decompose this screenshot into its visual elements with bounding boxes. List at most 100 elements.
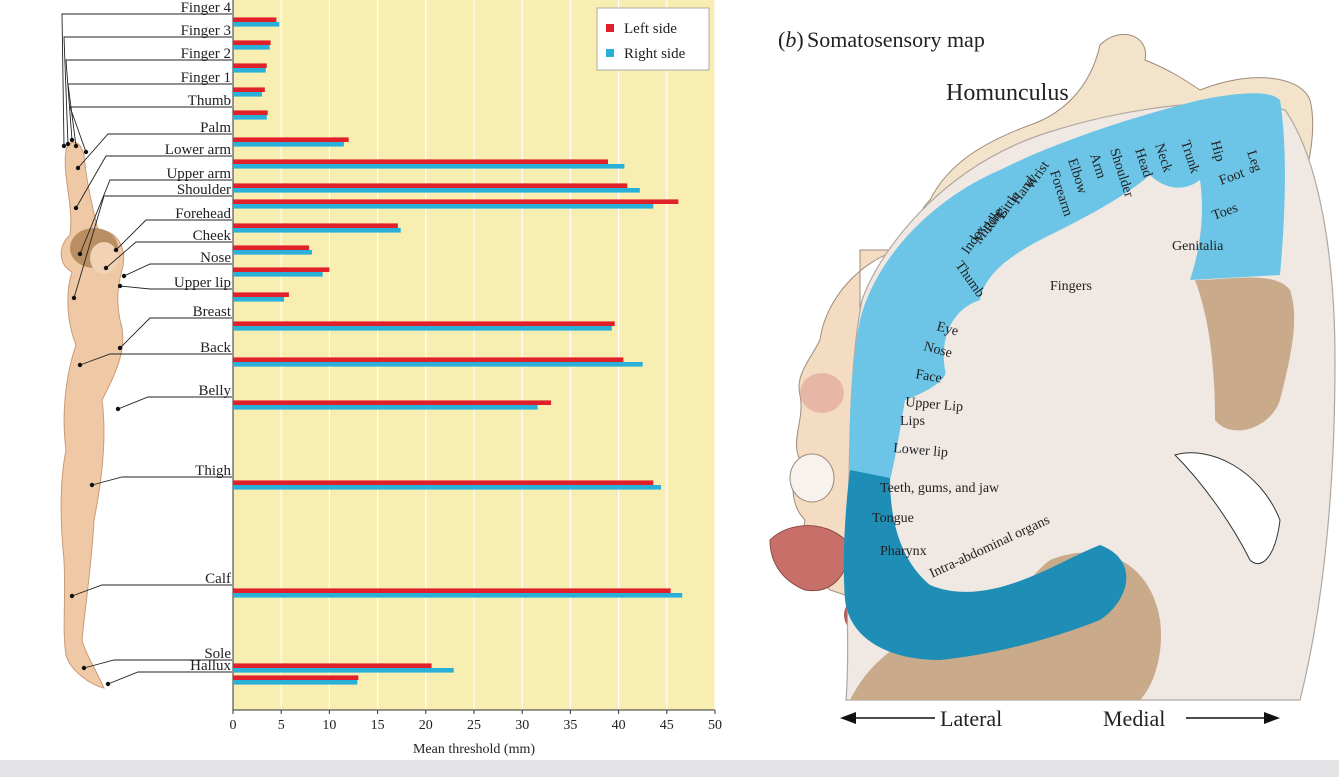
bar-left-palm — [233, 137, 349, 142]
bar-right-back — [233, 362, 643, 367]
x-tick-label: 40 — [612, 718, 626, 733]
leader-dot — [89, 482, 95, 488]
bar-left-thumb — [233, 110, 268, 115]
category-label-hallux: Hallux — [190, 658, 231, 674]
bar-left-finger-1 — [233, 87, 265, 92]
x-tick-label: 15 — [371, 718, 385, 733]
category-label-finger-1: Finger 1 — [181, 70, 231, 86]
lateral-medial-axis: Lateral Medial — [840, 706, 1280, 731]
legend-swatch-right — [606, 49, 614, 57]
ventricle — [1174, 452, 1281, 565]
leader-dot — [81, 665, 87, 671]
x-tick-label: 10 — [322, 718, 336, 733]
category-label-thigh: Thigh — [195, 463, 231, 479]
leader-line — [65, 59, 232, 141]
bar-right-finger-2 — [233, 68, 266, 73]
x-tick-label: 25 — [467, 718, 481, 733]
category-label-back: Back — [200, 340, 231, 356]
bar-left-sole — [233, 663, 432, 668]
bar-right-nose — [233, 272, 323, 277]
leader-line — [123, 263, 232, 277]
bar-right-palm — [233, 142, 344, 147]
bars — [233, 17, 683, 685]
tongue-shape — [769, 525, 851, 592]
x-axis-title: Mean threshold (mm) — [413, 742, 535, 757]
bar-left-belly — [233, 400, 552, 405]
bar-right-thumb — [233, 115, 267, 120]
medial-arrowhead — [1264, 712, 1280, 724]
bar-right-finger-1 — [233, 92, 262, 97]
bar-left-calf — [233, 588, 671, 593]
category-label-shoulder: Shoulder — [177, 182, 231, 198]
leader-line — [119, 317, 232, 349]
bar-left-finger-3 — [233, 40, 271, 45]
leader-line — [63, 36, 232, 145]
female-figure-illustration — [60, 141, 125, 689]
x-tick-label: 45 — [660, 718, 674, 733]
bar-right-belly — [233, 405, 538, 410]
cortex-band-light — [849, 93, 1285, 480]
category-label-sole: Sole — [204, 646, 231, 662]
x-tick-label: 5 — [278, 718, 285, 733]
leader-line — [105, 241, 232, 269]
footer-bar — [0, 760, 1339, 777]
leader-line — [73, 195, 232, 299]
leader-line — [71, 584, 232, 597]
leader-line — [91, 476, 232, 486]
leader-dot — [71, 295, 77, 301]
bar-right-calf — [233, 593, 683, 598]
bar-left-thigh — [233, 480, 654, 485]
label-nose: Nose — [922, 339, 954, 361]
category-label-finger-4: Finger 4 — [181, 0, 232, 16]
category-label-lower-arm: Lower arm — [165, 142, 232, 158]
category-label-finger-2: Finger 2 — [181, 46, 231, 62]
somatosensory-map: (b) Somatosensory map Homunculus Hip Leg… — [769, 27, 1336, 731]
x-tick-label: 30 — [515, 718, 529, 733]
leader-line — [107, 671, 232, 685]
bar-right-finger-4 — [233, 22, 280, 27]
label-lips: Lips — [900, 414, 925, 429]
bar-right-finger-3 — [233, 45, 270, 50]
leader-dot — [83, 149, 89, 155]
nose-shape — [800, 373, 844, 413]
bar-left-nose — [233, 267, 330, 272]
bar-left-lower-arm — [233, 159, 608, 164]
leader-dot — [117, 345, 123, 351]
bar-right-shoulder — [233, 204, 654, 209]
x-tick-label: 35 — [563, 718, 577, 733]
leader-line — [79, 179, 232, 255]
bar-left-upper-lip — [233, 292, 289, 297]
legend: Left side Right side — [596, 7, 710, 71]
category-label-breast: Breast — [193, 304, 232, 320]
medial-label: Medial — [1103, 706, 1165, 731]
medial-wall — [1195, 277, 1295, 431]
leader-dot — [61, 143, 67, 149]
label-eye: Eye — [935, 319, 960, 339]
label-upper-lip: Upper Lip — [905, 395, 964, 415]
bar-right-cheek — [233, 250, 313, 255]
panel-title: Somatosensory map — [807, 27, 985, 52]
leader-lines — [61, 13, 232, 687]
legend-label-right: Right side — [624, 46, 686, 62]
bar-left-finger-2 — [233, 63, 267, 68]
leader-dot — [103, 265, 109, 271]
category-label-thumb: Thumb — [188, 93, 231, 109]
homunculus-title: Homunculus — [946, 80, 1069, 106]
leader-dot — [113, 247, 119, 253]
bar-left-breast — [233, 321, 615, 326]
leader-line — [77, 133, 232, 169]
bar-right-hallux — [233, 680, 358, 685]
bar-left-cheek — [233, 245, 310, 250]
legend-box — [596, 7, 710, 71]
category-label-finger-3: Finger 3 — [181, 23, 231, 39]
tactile-threshold-chart: Finger 4 Finger 3 Finger 2 Finger 1 Thumb Pal… — [60, 0, 1336, 757]
leader-dot — [77, 251, 83, 257]
category-label-upper-arm: Upper arm — [166, 166, 231, 182]
leader-line — [119, 285, 232, 290]
category-label-nose: Nose — [200, 250, 231, 266]
bar-right-sole — [233, 668, 454, 673]
bar-left-forehead — [233, 223, 398, 228]
leader-line — [117, 396, 232, 410]
legend-swatch-left — [606, 24, 614, 32]
panel-label: (b) — [778, 27, 804, 52]
